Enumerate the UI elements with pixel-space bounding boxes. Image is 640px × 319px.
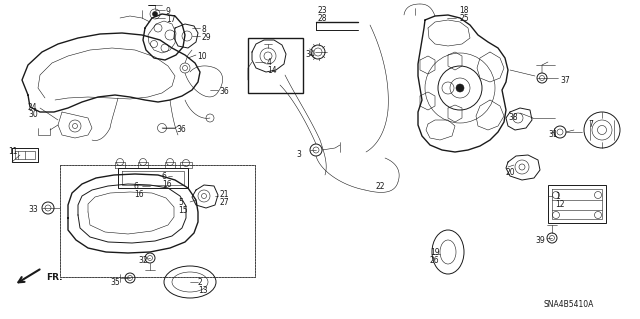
- Text: 36: 36: [176, 125, 186, 134]
- Text: 6: 6: [134, 182, 139, 191]
- Text: 22: 22: [375, 182, 385, 191]
- Text: 7: 7: [588, 120, 593, 129]
- Text: 23: 23: [318, 6, 328, 15]
- Text: 9: 9: [166, 7, 171, 16]
- Text: 34: 34: [305, 50, 315, 59]
- Text: FR.: FR.: [46, 273, 63, 283]
- Bar: [60, 165, 255, 277]
- Text: 12: 12: [555, 200, 564, 209]
- Text: 33: 33: [28, 205, 38, 214]
- Bar: [248, 38, 303, 93]
- Bar: [118, 168, 188, 188]
- Text: 20: 20: [505, 168, 515, 177]
- Text: 16: 16: [162, 180, 172, 189]
- Text: 17: 17: [166, 15, 175, 24]
- Text: 5: 5: [178, 198, 183, 207]
- Text: 10: 10: [197, 52, 207, 61]
- Text: 36: 36: [219, 87, 228, 96]
- Text: 28: 28: [318, 14, 328, 23]
- Text: 27: 27: [220, 198, 230, 207]
- Text: 31: 31: [548, 130, 557, 139]
- Text: 13: 13: [198, 286, 207, 295]
- Text: 3: 3: [296, 150, 301, 159]
- Circle shape: [456, 84, 464, 92]
- Text: 18: 18: [459, 6, 468, 15]
- Text: 2: 2: [198, 278, 203, 287]
- Text: 11: 11: [8, 147, 17, 156]
- Text: 6: 6: [162, 172, 167, 181]
- Bar: [60, 165, 255, 277]
- Text: 25: 25: [459, 14, 468, 23]
- Text: 16: 16: [134, 190, 143, 199]
- Text: 26: 26: [430, 256, 440, 265]
- Text: 24: 24: [28, 103, 38, 112]
- Text: 32: 32: [138, 256, 148, 265]
- Text: SNA4B5410A: SNA4B5410A: [544, 300, 595, 309]
- Text: 37: 37: [560, 76, 570, 85]
- Text: 39: 39: [535, 236, 545, 245]
- Text: 8: 8: [201, 25, 205, 34]
- Text: 35: 35: [110, 278, 120, 287]
- Text: 4: 4: [267, 58, 272, 67]
- Text: 21: 21: [220, 190, 230, 199]
- Text: 29: 29: [201, 33, 211, 42]
- Circle shape: [152, 11, 157, 17]
- Bar: [548, 185, 606, 223]
- Text: 30: 30: [28, 110, 38, 119]
- Text: 15: 15: [178, 206, 188, 215]
- Text: 14: 14: [267, 66, 276, 75]
- Text: 38: 38: [508, 113, 518, 122]
- Text: 19: 19: [430, 248, 440, 257]
- Text: 1: 1: [555, 192, 560, 201]
